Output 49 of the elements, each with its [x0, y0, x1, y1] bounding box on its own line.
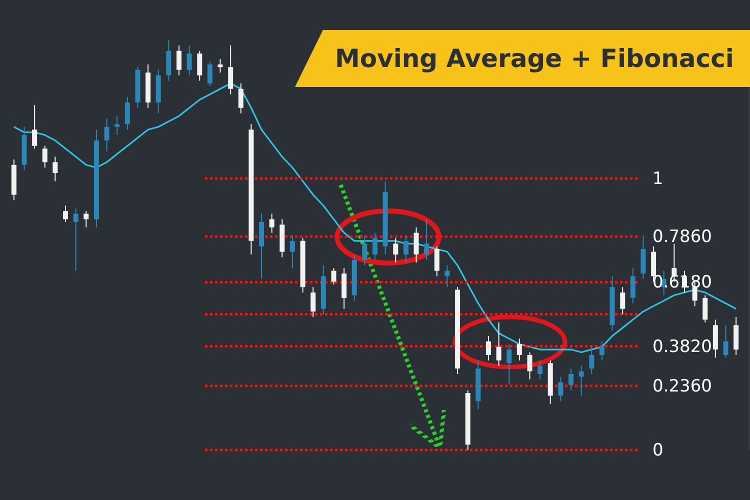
candlestick — [218, 58, 223, 74]
y-tick-label: 0 — [652, 440, 664, 460]
y-tick-label: 0.7860 — [652, 227, 712, 248]
candlestick — [506, 344, 512, 386]
candlestick — [702, 294, 708, 323]
candlestick — [331, 268, 336, 285]
candlestick — [228, 44, 234, 95]
candlestick — [52, 156, 58, 182]
candlestick — [723, 324, 728, 358]
candlestick — [496, 322, 502, 366]
candlestick — [238, 82, 244, 114]
candlestick — [186, 44, 192, 76]
candlestick — [538, 360, 543, 380]
candlestick — [73, 208, 78, 272]
candlestick — [578, 365, 584, 396]
candlestick — [104, 118, 110, 152]
candlestick — [434, 246, 440, 277]
candlestick — [589, 346, 594, 374]
candlestick — [63, 205, 68, 222]
candlestick — [176, 44, 182, 76]
candlestick — [527, 352, 532, 380]
candlestick — [414, 226, 419, 264]
candlestick — [393, 238, 398, 264]
candlestick — [424, 218, 430, 260]
candlestick — [568, 368, 574, 391]
candlestick — [290, 234, 295, 269]
candlestick — [207, 61, 212, 87]
chart-title: Moving Average + Fibonacci — [294, 30, 750, 87]
candlestick — [124, 96, 130, 130]
candlestick — [84, 210, 89, 228]
candlestick — [32, 104, 38, 150]
candlestick — [516, 338, 522, 361]
candlestick — [620, 286, 626, 315]
y-tick-label: 0.3820 — [652, 336, 712, 357]
candlestick — [362, 234, 368, 266]
candlestick — [114, 116, 120, 136]
candlestick — [558, 376, 564, 402]
candlestick — [197, 50, 202, 82]
candlestick — [372, 232, 378, 260]
candlestick — [269, 213, 274, 234]
candlestick — [630, 268, 636, 304]
candlestick — [486, 335, 491, 361]
candlestick — [599, 340, 604, 361]
candlestick — [42, 145, 48, 168]
y-tick-label: 1 — [652, 168, 664, 189]
candlestick — [403, 234, 408, 264]
candlestick — [444, 264, 450, 288]
candlestick — [310, 286, 316, 318]
y-tick-label: 0.2360 — [652, 376, 712, 396]
